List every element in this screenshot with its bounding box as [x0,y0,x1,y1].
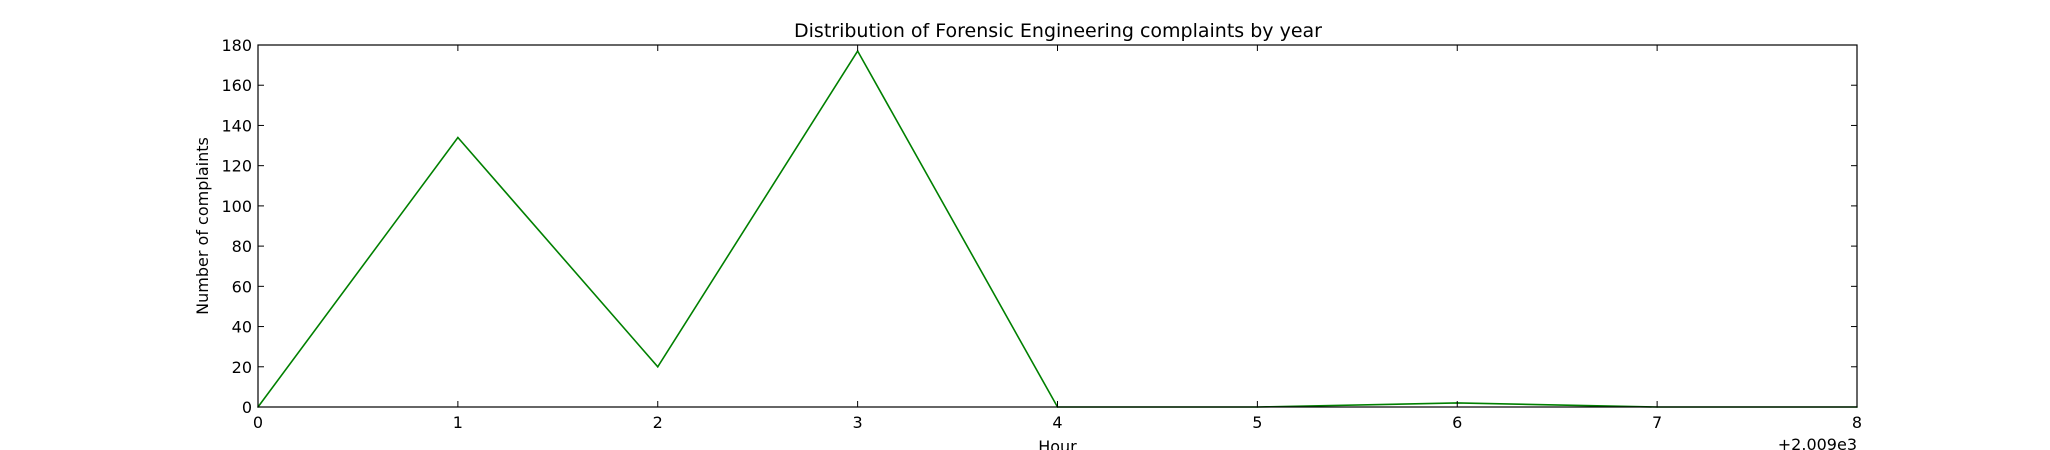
x-axis-label: Hour [1038,437,1077,450]
y-axis-label: Number of complaints [193,137,212,315]
data-point [457,136,459,139]
y-tick-label: 180 [221,36,252,55]
x-axis-offset-label: +2.009e3 [1778,435,1857,450]
data-point [656,365,659,368]
x-tick-label: 8 [1852,413,1862,432]
x-tick-label: 6 [1452,413,1462,432]
y-tick-label: 80 [232,237,252,256]
x-tick-label: 7 [1652,413,1662,432]
y-tick-label: 60 [232,277,252,296]
x-tick-label: 4 [1052,413,1062,432]
x-tick-label: 5 [1252,413,1262,432]
y-tick-label: 120 [221,157,252,176]
x-tick-label: 3 [853,413,863,432]
chart-title: Distribution of Forensic Engineering com… [794,20,1322,42]
x-tick-label: 2 [653,413,663,432]
y-tick-label: 0 [242,398,252,417]
y-tick-label: 20 [232,358,252,377]
y-tick-label: 100 [221,197,252,216]
x-tick-label: 0 [253,413,263,432]
y-tick-label: 40 [232,318,252,337]
y-tick-label: 160 [221,76,252,95]
y-tick-label: 140 [221,116,252,135]
x-tick-label: 1 [453,413,463,432]
